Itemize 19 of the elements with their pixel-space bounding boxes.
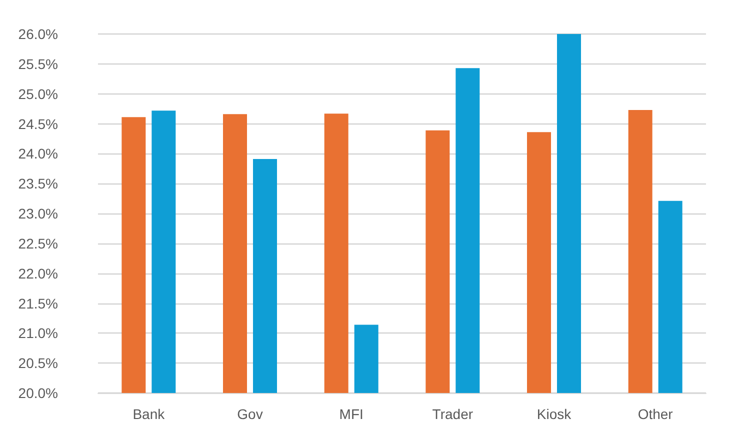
y-tick-label: 20.0% [18, 385, 58, 401]
y-tick-label: 23.5% [18, 176, 58, 192]
x-tick-label: Gov [237, 406, 263, 422]
y-tick-label: 26.0% [18, 26, 58, 42]
x-tick-label: Bank [132, 406, 166, 422]
x-tick-label: Other [638, 406, 674, 422]
y-tick-label: 25.0% [18, 86, 58, 102]
x-tick-label: Kiosk [536, 406, 572, 422]
y-tick-label: 21.0% [18, 325, 58, 342]
x-tick-label: MFI [339, 406, 364, 422]
y-tick-label: 22.5% [18, 235, 58, 252]
y-tick-label: 24.5% [18, 116, 58, 132]
y-tick-label: 25.5% [18, 56, 58, 72]
y-tick-label: 22.0% [18, 265, 58, 282]
x-tick-label: Trader [432, 406, 474, 422]
y-tick-label: 20.5% [18, 355, 58, 372]
y-tick-label: 23.0% [18, 206, 58, 222]
y-tick-label: 24.0% [18, 146, 58, 162]
y-tick-label: 21.5% [18, 295, 58, 312]
